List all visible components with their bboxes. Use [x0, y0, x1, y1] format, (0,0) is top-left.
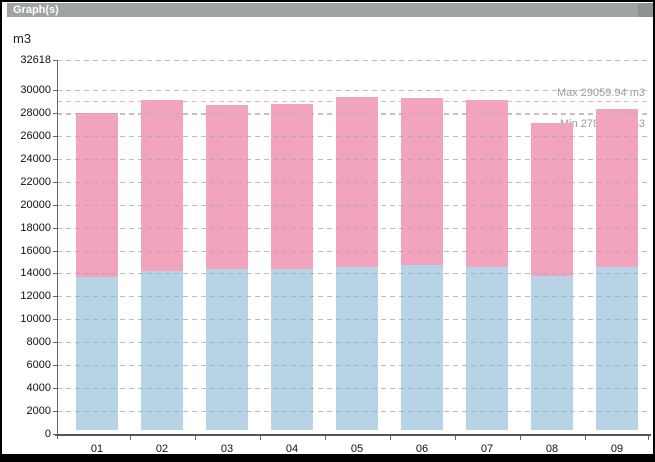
y-axis-tick [53, 204, 57, 206]
x-axis-tick [584, 436, 586, 440]
y-axis-tick [53, 112, 57, 114]
y-axis-tick [53, 60, 57, 61]
y-axis-tick [53, 250, 57, 252]
x-tick-label: 09 [610, 443, 624, 455]
bar-segment-blue[interactable] [466, 267, 508, 430]
x-tick-label: 01 [90, 443, 104, 455]
max-annotation-line [57, 100, 648, 102]
gridline [57, 112, 648, 114]
gridline [57, 90, 648, 92]
y-axis-tick [53, 365, 57, 367]
x-axis-line [55, 434, 651, 436]
bar-segment-blue[interactable] [336, 266, 378, 430]
gridline [57, 388, 648, 390]
gridline [57, 365, 648, 367]
x-axis-tick [648, 436, 649, 440]
y-axis-line [57, 60, 58, 439]
y-tick-label: 32618 [20, 54, 51, 66]
gridline [57, 296, 648, 298]
x-tick-label: 06 [415, 443, 429, 455]
y-axis-tick [53, 90, 57, 92]
y-tick-label: 28000 [20, 106, 51, 119]
titlebar: Graph(s) [7, 3, 653, 17]
bar-segment-blue[interactable] [271, 269, 313, 430]
min-annotation-line [57, 114, 648, 116]
y-tick-label: 30000 [20, 84, 51, 97]
bar-segment-blue[interactable] [76, 277, 118, 430]
y-axis-tick [53, 411, 57, 413]
y-tick-label: 10000 [20, 313, 51, 326]
bar-segment-blue[interactable] [531, 275, 573, 430]
gridline [57, 227, 648, 229]
y-axis-tick [53, 319, 57, 321]
y-tick-label: 8000 [26, 336, 51, 349]
y-tick-label: 22000 [20, 175, 51, 188]
bar-segment-blue[interactable] [206, 269, 248, 430]
window-title: Graph(s) [13, 4, 59, 16]
y-axis-tick [53, 434, 57, 435]
y-tick-label: 0 [44, 428, 51, 440]
gridline [57, 181, 648, 183]
gridline [57, 158, 648, 160]
gridline [57, 411, 648, 413]
plot-area: 0 2000 4000 6000 8000 10000 12000 14000 16000 180… [20, 54, 651, 455]
max-annotation-label: Max 29059.94 m3 [556, 86, 645, 99]
gridline [57, 273, 648, 275]
bar-segment-blue[interactable] [401, 264, 443, 430]
gridline [57, 342, 648, 344]
x-axis-tick [129, 436, 131, 440]
x-tick-label: 07 [480, 443, 494, 455]
y-axis-tick [53, 227, 57, 229]
y-axis-tick [53, 158, 57, 160]
y-tick-label: 6000 [26, 359, 51, 372]
y-axis-unit-label: m3 [13, 31, 32, 46]
x-axis-tick [259, 436, 261, 440]
bar-segment-blue[interactable] [596, 267, 638, 430]
gridline [57, 60, 648, 61]
gridline [57, 204, 648, 206]
y-tick-label: 2000 [26, 405, 51, 418]
titlebar-right-cap [638, 3, 653, 17]
y-tick-label: 26000 [20, 129, 51, 142]
x-tick-label: 05 [350, 443, 364, 455]
bottom-black-bar [2, 454, 653, 460]
x-axis-tick [454, 436, 456, 440]
y-axis-tick [53, 135, 57, 137]
x-tick-label: 08 [545, 443, 559, 455]
gridline [57, 250, 648, 252]
gridline [57, 319, 648, 321]
y-axis-tick [53, 342, 57, 344]
y-tick-label: 14000 [20, 267, 51, 280]
y-tick-label: 18000 [20, 221, 51, 234]
y-tick-label: 20000 [20, 198, 51, 211]
y-axis-tick [53, 273, 57, 275]
x-tick-label: 02 [155, 443, 169, 455]
y-tick-label: 12000 [20, 290, 51, 303]
y-tick-label: 16000 [20, 244, 51, 257]
x-tick-label: 04 [285, 443, 299, 455]
gridline [57, 135, 648, 137]
x-tick-label: 03 [220, 443, 234, 455]
x-axis-tick [194, 436, 196, 440]
y-axis-tick [53, 388, 57, 390]
x-axis-tick [389, 436, 391, 440]
x-axis-tick [519, 436, 521, 440]
y-axis-tick [53, 296, 57, 298]
y-axis-tick [53, 181, 57, 183]
y-tick-label: 4000 [26, 382, 51, 395]
bar-segment-blue[interactable] [141, 271, 183, 430]
y-tick-label: 24000 [20, 152, 51, 165]
x-axis-tick [324, 436, 326, 440]
